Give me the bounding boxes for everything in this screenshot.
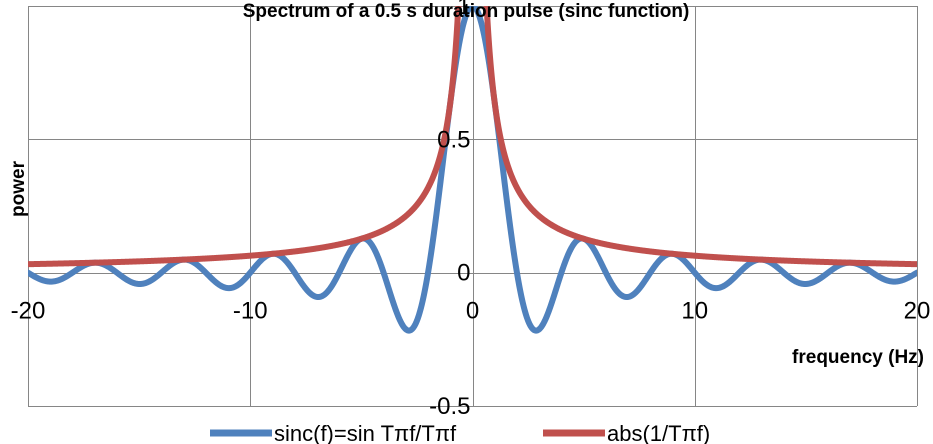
x-axis-label: frequency (Hz) — [792, 347, 924, 368]
series-line-inverse-0 — [28, 6, 462, 268]
x-tick-label: -10 — [233, 298, 268, 325]
x-tick-label: 0 — [466, 298, 479, 325]
y-tick-label: -0.5 — [429, 393, 470, 420]
x-tick-label: 20 — [904, 298, 931, 325]
series-layer — [28, 6, 917, 334]
legend-label: sinc(f)=sin Tπf/Tπf — [274, 421, 457, 444]
y-tick-label: 0.5 — [437, 126, 470, 153]
y-axis-label: power — [8, 160, 29, 217]
chart-title: Spectrum of a 0.5 s duration pulse (sinc… — [243, 1, 690, 22]
y-tick-label: 1 — [457, 0, 470, 20]
legend-label: abs(1/Tπf) — [607, 421, 710, 444]
x-tick-label: -20 — [11, 298, 46, 325]
y-tick-label: 0 — [457, 260, 470, 287]
legend: sinc(f)=sin Tπf/Tπf abs(1/Tπf) — [210, 421, 710, 444]
x-tick-label: 10 — [681, 298, 708, 325]
series-line-inverse-1 — [483, 6, 917, 268]
tick-labels: -20 -10 0 10 20 -0.5 0 0.5 1 — [11, 0, 931, 420]
